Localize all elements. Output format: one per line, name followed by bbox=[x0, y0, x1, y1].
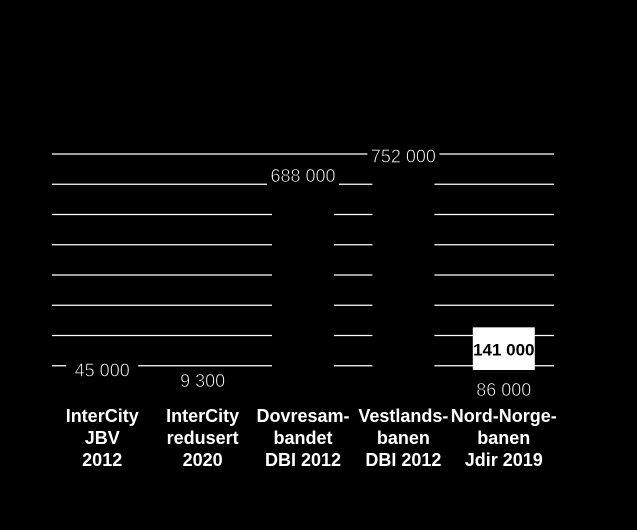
data-label-background bbox=[467, 376, 540, 401]
category-label-4-line-3: DBI 2012 bbox=[365, 450, 441, 470]
bar-3 bbox=[272, 187, 334, 396]
bar-1 bbox=[71, 382, 134, 396]
data-label-background bbox=[367, 143, 440, 168]
data-label-5: 86 000 bbox=[476, 380, 531, 400]
category-label-1-line-1: InterCity bbox=[66, 406, 139, 426]
category-label-5-line-3: Jdir 2019 bbox=[465, 450, 543, 470]
category-label-1-line-2: JBV bbox=[85, 428, 120, 448]
category-label-3-line-1: Dovresam- bbox=[256, 406, 349, 426]
stack-value-label: 141 000 bbox=[473, 341, 534, 360]
bar-2 bbox=[171, 393, 234, 396]
category-label-2-line-1: InterCity bbox=[166, 406, 239, 426]
data-label-2: 9 300 bbox=[180, 371, 225, 391]
bar-4 bbox=[372, 168, 435, 396]
category-label-4-line-2: banen bbox=[377, 428, 430, 448]
category-label-1-line-3: 2012 bbox=[82, 450, 122, 470]
data-label-background bbox=[166, 368, 239, 393]
data-label-background bbox=[267, 162, 339, 187]
category-label-5-line-2: banen bbox=[477, 428, 530, 448]
data-label-background bbox=[66, 357, 139, 382]
category-label-2-line-3: 2020 bbox=[183, 450, 223, 470]
category-label-3-line-2: bandet bbox=[273, 428, 332, 448]
category-label-2-line-2: redusert bbox=[167, 428, 239, 448]
data-label-4: 752 000 bbox=[371, 147, 436, 167]
data-label-3: 688 000 bbox=[270, 166, 335, 186]
chart-panel: 45 000 InterCity JBV 2012 9 300 InterCity redu… bbox=[8, 10, 631, 520]
category-label-4-line-1: Vestlands- bbox=[358, 406, 448, 426]
data-label-1: 45 000 bbox=[75, 360, 130, 380]
category-label-3-line-3: DBI 2012 bbox=[265, 450, 341, 470]
category-label-5-line-1: Nord-Norge- bbox=[451, 406, 557, 426]
stacked-bar-5 bbox=[472, 327, 535, 370]
